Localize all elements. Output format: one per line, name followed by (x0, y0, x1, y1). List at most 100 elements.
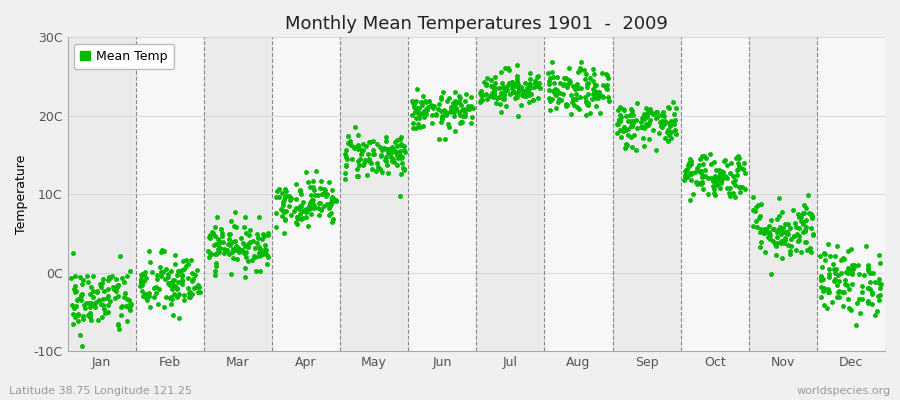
Point (122, 302, 136, 308)
Point (301, 223, 315, 230)
Point (411, 114, 426, 121)
Point (838, 281, 852, 287)
Point (211, 246, 225, 252)
Point (157, 248, 171, 254)
Point (709, 174, 724, 180)
Point (854, 296, 868, 302)
Point (279, 188, 293, 194)
Point (790, 211, 805, 218)
Point (356, 147, 370, 153)
Point (655, 118, 670, 124)
Point (871, 293, 886, 299)
Point (229, 242, 243, 249)
Point (241, 258, 256, 264)
Point (770, 252, 784, 259)
Point (616, 106, 630, 112)
Point (531, 95, 545, 101)
Point (95, 314, 110, 320)
Point (806, 215, 820, 221)
Point (792, 225, 806, 231)
Point (506, 82, 520, 89)
Point (341, 133, 356, 139)
Point (775, 238, 789, 245)
Point (134, 280, 148, 286)
Point (838, 277, 852, 284)
Point (750, 223, 764, 230)
Point (792, 211, 806, 218)
Point (181, 284, 195, 291)
Point (185, 270, 200, 276)
Point (667, 111, 681, 118)
Point (113, 312, 128, 318)
Point (506, 87, 520, 94)
Point (204, 229, 219, 236)
Point (454, 112, 468, 118)
Point (167, 261, 182, 267)
Point (329, 198, 344, 204)
Point (684, 161, 698, 167)
Point (830, 242, 844, 249)
Point (552, 96, 566, 102)
Point (311, 199, 326, 206)
Point (625, 108, 639, 115)
Point (323, 200, 338, 207)
Point (708, 166, 723, 173)
Point (500, 87, 515, 93)
Point (379, 134, 393, 140)
Point (728, 182, 742, 188)
Point (586, 78, 600, 84)
Point (521, 99, 535, 105)
Point (619, 126, 634, 133)
Point (446, 100, 461, 106)
Point (814, 277, 829, 284)
Point (510, 78, 525, 85)
Point (623, 112, 637, 118)
Point (238, 250, 252, 256)
Point (341, 140, 356, 146)
Point (299, 169, 313, 175)
Point (245, 256, 259, 263)
Point (780, 229, 795, 235)
Point (101, 302, 115, 309)
Point (95, 276, 110, 282)
Point (649, 115, 663, 121)
Point (766, 226, 780, 233)
Point (794, 214, 808, 220)
Point (97, 288, 112, 294)
Point (783, 236, 797, 243)
Point (472, 98, 487, 105)
Point (635, 114, 650, 121)
Point (452, 93, 466, 99)
Point (66, 321, 80, 328)
Point (374, 147, 389, 154)
Point (800, 247, 814, 254)
Point (738, 170, 752, 176)
Point (706, 159, 721, 166)
Point (860, 285, 875, 291)
Point (462, 106, 476, 112)
Point (260, 261, 274, 267)
Point (569, 82, 583, 89)
Point (434, 94, 448, 100)
Point (668, 127, 682, 133)
Point (821, 286, 835, 292)
Point (587, 87, 601, 93)
Point (212, 249, 226, 256)
Point (384, 144, 399, 150)
Point (517, 93, 531, 100)
Point (75, 343, 89, 349)
Point (503, 91, 517, 98)
Point (798, 205, 813, 211)
Point (446, 109, 461, 116)
Point (289, 205, 303, 212)
Point (447, 128, 462, 134)
Point (261, 231, 275, 238)
Point (695, 180, 709, 186)
Point (682, 163, 697, 170)
Point (357, 160, 372, 166)
Point (442, 124, 456, 130)
Point (390, 152, 404, 158)
Point (154, 248, 168, 255)
Point (855, 289, 869, 296)
Point (163, 280, 177, 286)
